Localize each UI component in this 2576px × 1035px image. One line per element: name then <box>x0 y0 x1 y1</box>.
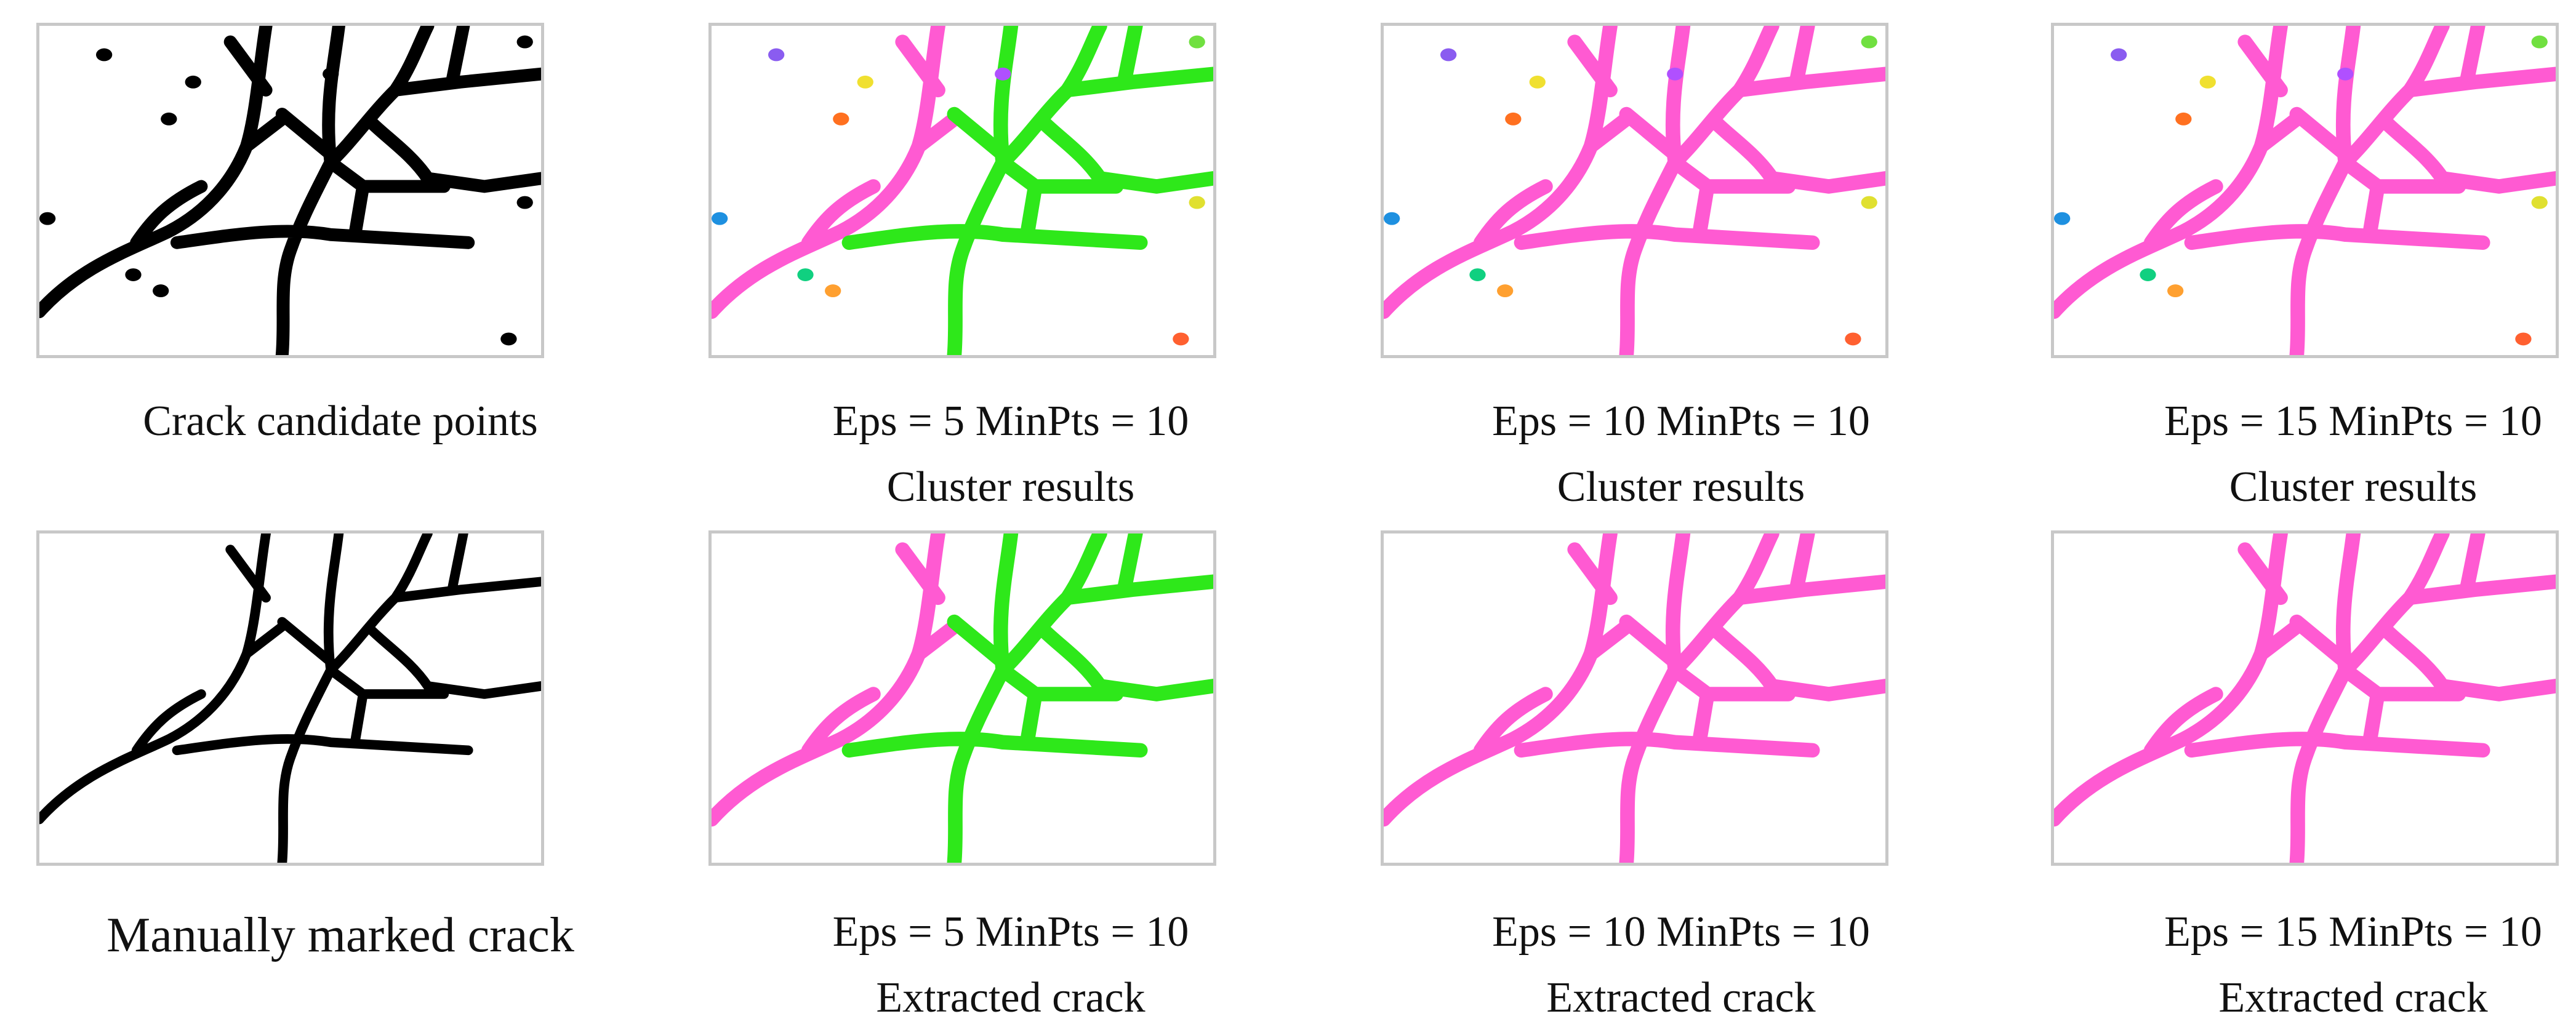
noise-blob <box>1667 67 1683 81</box>
crack <box>841 533 1213 863</box>
noise-blob <box>833 112 849 126</box>
crack <box>1514 533 1885 863</box>
crack-image <box>708 530 1216 866</box>
caption: Extracted crack <box>876 974 1146 1021</box>
crack-image <box>36 530 544 866</box>
crack <box>841 26 1213 355</box>
noise-blob <box>185 75 201 89</box>
crack-drawing <box>39 26 541 355</box>
caption: Extracted crack <box>1546 974 1816 1021</box>
crack <box>39 26 289 318</box>
noise-blob <box>2140 268 2156 281</box>
caption: Eps = 5 MinPts = 10 <box>832 398 1189 445</box>
noise-blob <box>1497 284 1514 298</box>
noise-blob <box>1189 196 1205 209</box>
noise-blob <box>1440 48 1457 62</box>
noise-blob <box>2531 35 2548 49</box>
noise-blob <box>2337 67 2354 81</box>
crack-drawing <box>712 533 1213 863</box>
crack-image <box>1381 23 1888 358</box>
caption: Cluster results <box>2229 463 2478 511</box>
caption: Eps = 10 MinPts = 10 <box>1492 908 1870 956</box>
caption: Eps = 10 MinPts = 10 <box>1492 398 1870 445</box>
noise-blob <box>500 332 517 346</box>
noise-blob <box>2111 48 2127 62</box>
caption: Eps = 15 MinPts = 10 <box>2164 908 2542 956</box>
noise-blob <box>161 112 177 126</box>
crack <box>712 533 962 827</box>
crack <box>2054 533 2305 827</box>
noise-blob <box>2054 212 2071 225</box>
caption: Eps = 15 MinPts = 10 <box>2164 398 2542 445</box>
crack-drawing <box>1384 26 1885 355</box>
noise-blob <box>1861 196 1877 209</box>
noise-blob <box>2167 284 2184 298</box>
noise-blob <box>2515 332 2532 346</box>
caption: Manually marked crack <box>106 908 574 962</box>
noise-blob <box>1173 332 1189 346</box>
crack <box>712 26 962 319</box>
noise-blob <box>153 284 169 298</box>
crack-drawing <box>712 26 1213 355</box>
noise-blob <box>797 268 814 281</box>
noise-blob <box>1845 332 1861 346</box>
noise-blob <box>1529 75 1546 89</box>
noise-blob <box>1469 268 1486 281</box>
caption: Eps = 5 MinPts = 10 <box>832 908 1189 956</box>
crack <box>172 533 541 863</box>
noise-blob <box>1384 212 1400 225</box>
noise-blob <box>768 48 785 62</box>
noise-blob <box>2531 196 2548 209</box>
noise-blob <box>516 196 533 209</box>
noise-blob <box>516 35 533 49</box>
noise-blob <box>857 75 873 89</box>
noise-blob <box>1505 112 1522 126</box>
crack <box>2184 533 2556 863</box>
crack <box>2184 26 2556 355</box>
crack-image <box>36 23 544 358</box>
crack-image <box>708 23 1216 358</box>
noise-blob <box>1861 35 1877 49</box>
crack-image <box>1381 530 1888 866</box>
crack-drawing <box>39 533 541 863</box>
caption: Crack candidate points <box>143 398 538 445</box>
crack-drawing <box>2054 26 2556 355</box>
noise-blob <box>825 284 841 298</box>
caption: Extracted crack <box>2218 974 2488 1021</box>
noise-blob <box>125 268 142 281</box>
crack-drawing <box>2054 533 2556 863</box>
crack-image <box>2051 23 2559 358</box>
crack-drawing <box>1384 533 1885 863</box>
crack <box>1384 26 1634 319</box>
crack <box>39 533 287 825</box>
noise-blob <box>323 67 339 81</box>
noise-blob <box>2199 75 2216 89</box>
crack-image <box>2051 530 2559 866</box>
crack <box>1514 26 1885 355</box>
noise-blob <box>2175 112 2192 126</box>
crack <box>170 26 541 355</box>
noise-blob <box>96 48 113 62</box>
noise-blob <box>995 67 1011 81</box>
crack <box>2054 26 2305 319</box>
noise-blob <box>712 212 728 225</box>
noise-blob <box>1189 35 1205 49</box>
caption: Cluster results <box>1557 463 1805 511</box>
noise-blob <box>39 212 56 225</box>
caption: Cluster results <box>886 463 1135 511</box>
crack <box>1384 533 1634 827</box>
